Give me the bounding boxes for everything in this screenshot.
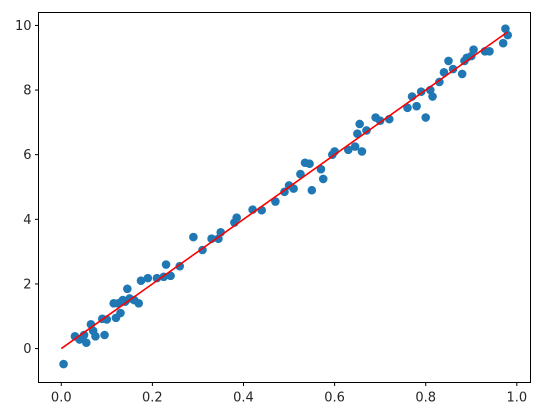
data-point: [79, 330, 89, 340]
points-layer: [59, 24, 513, 369]
y-tick-label: 10: [15, 19, 32, 34]
data-point: [152, 273, 162, 283]
fit-line: [60, 31, 509, 350]
data-point: [448, 64, 458, 74]
data-point: [501, 24, 510, 33]
x-tick-label: 0.2: [142, 391, 163, 406]
y-tick-label: 6: [23, 148, 31, 163]
data-point: [198, 245, 207, 255]
data-point: [166, 271, 175, 281]
data-point: [412, 101, 421, 111]
data-point: [316, 164, 326, 174]
data-point: [485, 46, 494, 56]
x-axis-ticks: 0.0 0.2 0.4 0.6 0.8 1.0: [51, 382, 527, 406]
data-point: [498, 38, 508, 48]
data-point: [232, 213, 241, 222]
data-point: [134, 299, 144, 308]
data-point: [403, 103, 412, 113]
data-point: [307, 185, 317, 195]
y-axis-ticks: 0 2 4 6 8 10: [15, 19, 39, 357]
data-point: [375, 116, 385, 126]
y-tick-label: 0: [23, 342, 31, 357]
data-point: [355, 119, 364, 129]
data-point: [428, 92, 437, 101]
data-point: [136, 276, 146, 286]
data-point: [435, 77, 444, 87]
data-point: [444, 56, 453, 66]
y-tick-label: 2: [23, 277, 31, 292]
data-point: [439, 67, 449, 77]
data-point: [175, 261, 185, 271]
data-point: [189, 232, 198, 242]
data-point: [357, 147, 367, 156]
data-point: [469, 45, 478, 54]
data-point: [296, 169, 305, 179]
data-point: [280, 187, 289, 197]
data-point: [353, 129, 362, 138]
data-point: [421, 113, 431, 122]
data-point: [457, 69, 467, 79]
data-point: [161, 260, 171, 269]
data-point: [362, 126, 371, 135]
y-tick-label: 4: [23, 213, 31, 228]
data-point: [123, 284, 132, 294]
data-point: [214, 234, 223, 243]
data-point: [416, 87, 426, 96]
data-point: [271, 197, 280, 206]
x-tick-label: 1.0: [506, 391, 527, 406]
data-point: [466, 51, 476, 61]
x-tick-label: 0.8: [415, 391, 436, 406]
x-tick-label: 0.0: [51, 391, 72, 406]
data-point: [305, 159, 314, 169]
data-point: [289, 184, 298, 193]
data-point: [100, 330, 109, 340]
data-point: [116, 308, 125, 318]
data-point: [350, 142, 360, 151]
data-point: [318, 174, 328, 184]
y-tick-label: 8: [23, 84, 31, 99]
data-point: [82, 338, 91, 348]
axes-frame: [38, 12, 531, 383]
data-point: [59, 359, 68, 369]
data-point: [343, 145, 353, 155]
data-point: [143, 273, 153, 283]
x-tick-label: 0.4: [233, 391, 254, 406]
fit-line-layer: [60, 31, 509, 350]
x-tick-label: 0.6: [324, 391, 345, 406]
data-point: [91, 331, 100, 341]
